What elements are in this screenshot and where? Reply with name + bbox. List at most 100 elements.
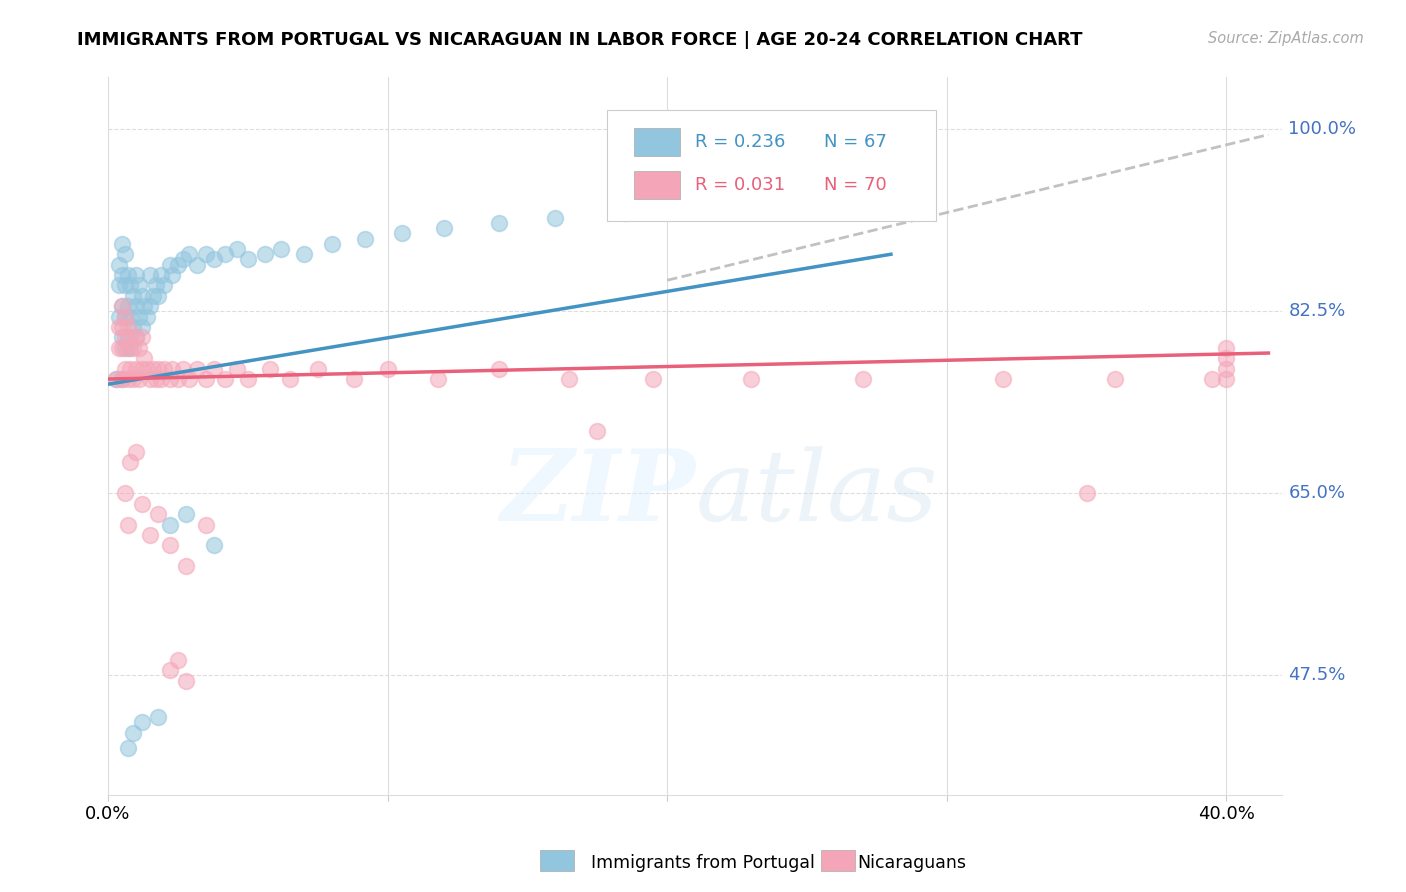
Point [167, 372, 190, 386]
Point [153, 361, 176, 376]
Point [1215, 372, 1237, 386]
Point [139, 528, 162, 542]
Point [120, 341, 142, 355]
Point [142, 289, 165, 303]
Point [122, 289, 145, 303]
Point [139, 372, 162, 386]
Point [202, 361, 225, 376]
Point [558, 372, 581, 386]
Point [125, 330, 148, 344]
Point [125, 445, 148, 459]
Point [114, 361, 136, 376]
Point [117, 741, 139, 756]
Point [153, 278, 176, 293]
Point [1076, 486, 1098, 500]
Point [134, 299, 156, 313]
FancyBboxPatch shape [634, 128, 681, 156]
Point [111, 299, 134, 313]
Point [122, 341, 145, 355]
Point [125, 330, 148, 344]
Point [162, 361, 184, 376]
FancyBboxPatch shape [634, 170, 681, 200]
Point [117, 341, 139, 355]
Point [740, 372, 762, 386]
Point [145, 278, 167, 293]
Point [173, 361, 195, 376]
Point [225, 242, 247, 256]
Point [148, 361, 170, 376]
Point [253, 247, 276, 261]
Point [307, 361, 329, 376]
Point [796, 195, 818, 210]
Point [343, 372, 366, 386]
Point [159, 517, 181, 532]
FancyBboxPatch shape [607, 110, 936, 221]
Point [1215, 341, 1237, 355]
Point [148, 289, 170, 303]
Point [162, 268, 184, 282]
Point [117, 320, 139, 334]
Point [214, 372, 236, 386]
Point [488, 361, 510, 376]
Point [488, 216, 510, 230]
Point [354, 232, 377, 246]
Text: IMMIGRANTS FROM PORTUGAL VS NICARAGUAN IN LABOR FORCE | AGE 20-24 CORRELATION CH: IMMIGRANTS FROM PORTUGAL VS NICARAGUAN I… [77, 31, 1083, 49]
Point [259, 361, 281, 376]
Point [1104, 372, 1126, 386]
Point [174, 559, 197, 574]
Point [125, 361, 148, 376]
Point [148, 710, 170, 724]
Text: atlas: atlas [695, 446, 938, 541]
Point [111, 372, 134, 386]
Point [159, 372, 181, 386]
Point [292, 247, 315, 261]
Point [120, 455, 142, 469]
Point [173, 252, 195, 267]
Point [194, 247, 217, 261]
Point [111, 320, 134, 334]
Point [128, 372, 150, 386]
Point [167, 653, 190, 667]
Point [159, 663, 181, 677]
Text: N = 67: N = 67 [824, 133, 887, 151]
Point [114, 341, 136, 355]
Point [148, 508, 170, 522]
FancyBboxPatch shape [540, 850, 574, 871]
Point [122, 320, 145, 334]
Point [1215, 361, 1237, 376]
Point [145, 372, 167, 386]
Point [426, 372, 449, 386]
Text: R = 0.236: R = 0.236 [695, 133, 786, 151]
Point [108, 310, 131, 324]
FancyBboxPatch shape [821, 850, 855, 871]
Point [117, 299, 139, 313]
Point [108, 341, 131, 355]
Text: 65.0%: 65.0% [1288, 484, 1346, 502]
Point [120, 361, 142, 376]
Point [111, 268, 134, 282]
Point [643, 372, 665, 386]
Point [131, 361, 153, 376]
Point [614, 205, 637, 219]
Point [1201, 372, 1223, 386]
Point [225, 361, 247, 376]
Point [105, 372, 128, 386]
Point [159, 258, 181, 272]
Point [114, 247, 136, 261]
Point [270, 242, 292, 256]
Point [377, 361, 399, 376]
Point [128, 341, 150, 355]
Point [683, 201, 706, 215]
Point [852, 372, 875, 386]
Point [122, 725, 145, 739]
Point [136, 310, 159, 324]
Point [117, 517, 139, 532]
Point [134, 351, 156, 366]
Point [111, 372, 134, 386]
Point [111, 236, 134, 251]
Point [177, 247, 200, 261]
Point [122, 372, 145, 386]
Point [131, 320, 153, 334]
Text: N = 70: N = 70 [824, 176, 887, 194]
Point [194, 372, 217, 386]
